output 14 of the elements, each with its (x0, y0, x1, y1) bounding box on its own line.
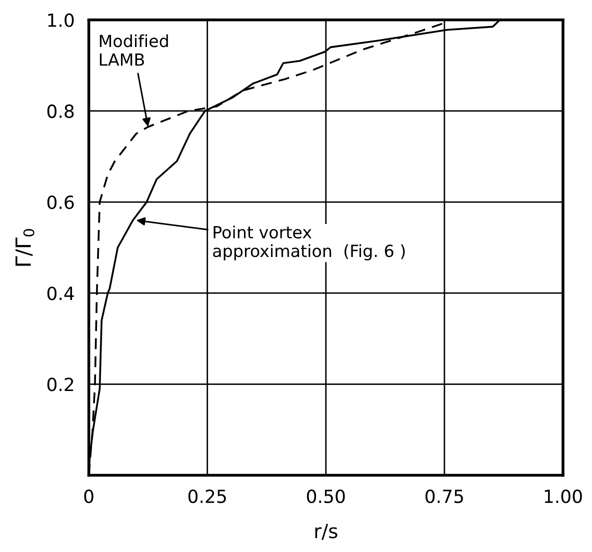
y-tick-label: 0.8 (47, 104, 74, 118)
y-tick-label: 1.0 (48, 13, 74, 27)
y-axis-title: Γ/Γ$_{0}$ (16, 229, 34, 266)
annotation: Modified LAMB (100, 34, 168, 66)
annotation: Point vortex approximation (Fig. 6 ) (213, 226, 405, 260)
x-tick-label: 0.50 (306, 489, 345, 504)
x-tick-label: 1.00 (544, 489, 582, 504)
x-tick-label: 0.25 (188, 489, 226, 504)
y-tick-label: 0.4 (47, 286, 74, 300)
x-axis-title: r/s (315, 524, 338, 540)
x-tick-label: 0 (84, 489, 94, 504)
x-tick-label: 0.75 (426, 489, 463, 504)
y-tick-label: 0.6 (47, 195, 74, 210)
y-tick-label: 0.2 (47, 378, 74, 392)
